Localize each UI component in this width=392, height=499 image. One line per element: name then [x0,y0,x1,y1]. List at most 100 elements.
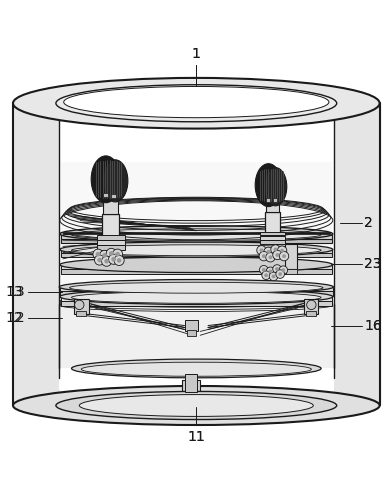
Ellipse shape [59,279,333,294]
Bar [111,194,116,198]
Bar [286,269,296,273]
Circle shape [257,246,266,255]
Circle shape [276,270,285,278]
Circle shape [278,272,282,276]
Bar [265,213,280,234]
Ellipse shape [91,156,120,203]
Text: 13: 13 [5,285,23,299]
Bar [61,297,332,301]
Circle shape [271,245,280,254]
Circle shape [281,268,285,272]
Bar [187,330,196,336]
Bar [74,299,89,314]
Bar [185,374,197,392]
Text: 23: 23 [364,257,381,271]
Circle shape [102,256,112,266]
Ellipse shape [69,282,323,293]
Ellipse shape [56,85,337,122]
Circle shape [113,249,123,259]
Circle shape [74,300,84,309]
Ellipse shape [64,86,329,118]
Bar [266,198,270,202]
Ellipse shape [255,164,282,207]
Circle shape [262,268,266,272]
Bar [60,287,333,291]
Bar [63,232,330,234]
Circle shape [280,249,284,252]
Bar [306,311,316,316]
Ellipse shape [71,359,321,378]
Text: 11: 11 [187,430,205,444]
Bar [97,245,125,250]
Circle shape [274,248,278,251]
Text: 1: 1 [192,47,201,61]
Ellipse shape [56,391,337,420]
Ellipse shape [71,245,321,256]
Circle shape [307,300,316,309]
Ellipse shape [81,362,311,376]
Ellipse shape [60,242,333,257]
Circle shape [97,257,102,262]
Ellipse shape [71,229,321,241]
Bar [185,320,198,331]
Circle shape [282,254,286,258]
Circle shape [115,252,120,256]
Bar [97,236,125,240]
Bar [182,380,200,406]
Circle shape [260,249,263,252]
Ellipse shape [60,226,333,242]
Circle shape [266,252,275,262]
Text: 23: 23 [364,257,381,271]
Circle shape [111,257,116,261]
Circle shape [272,274,276,278]
Circle shape [279,266,288,274]
Text: 16: 16 [364,318,382,332]
Text: 11: 11 [187,431,205,445]
Circle shape [262,254,266,258]
Text: 16: 16 [364,318,382,332]
Circle shape [109,254,119,264]
Text: 2: 2 [364,216,373,230]
Bar [285,244,297,269]
Bar [266,197,279,213]
Bar [260,240,285,244]
Circle shape [269,272,278,281]
Circle shape [275,267,279,271]
Circle shape [96,252,100,256]
Circle shape [262,271,270,279]
Text: 12: 12 [5,311,23,325]
Bar [61,239,332,243]
Bar [76,311,86,316]
Ellipse shape [79,395,313,417]
Circle shape [100,250,110,260]
Bar [260,236,285,240]
Circle shape [264,247,273,256]
Bar [60,291,333,296]
Circle shape [94,255,105,265]
Circle shape [276,253,279,257]
Circle shape [267,250,270,254]
Circle shape [93,249,103,259]
Circle shape [273,264,281,273]
Bar [61,301,332,306]
Bar [61,253,332,257]
Ellipse shape [60,289,333,304]
Circle shape [104,259,109,263]
Bar [59,304,334,368]
Circle shape [278,246,287,255]
Ellipse shape [71,291,321,303]
Circle shape [264,273,268,277]
Bar [102,215,119,239]
Circle shape [266,267,275,275]
Circle shape [259,251,269,261]
Circle shape [260,265,268,274]
Bar [61,250,332,253]
Text: 2: 2 [364,216,373,230]
Text: 12: 12 [7,311,25,325]
Bar [303,299,318,314]
Bar [61,235,332,239]
Ellipse shape [264,168,287,206]
Circle shape [269,255,272,259]
Bar [103,197,118,215]
Bar [61,269,332,273]
